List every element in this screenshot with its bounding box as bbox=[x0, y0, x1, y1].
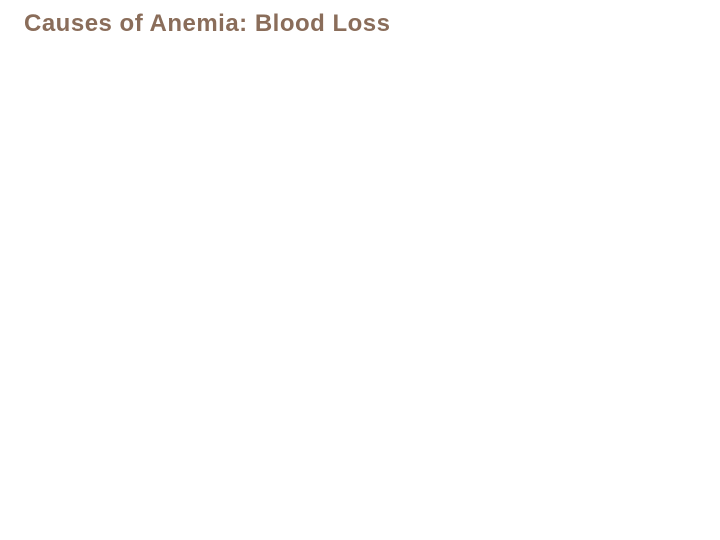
slide-title: Causes of Anemia: Blood Loss bbox=[24, 10, 391, 38]
slide-container: Causes of Anemia: Blood Loss bbox=[0, 0, 720, 540]
